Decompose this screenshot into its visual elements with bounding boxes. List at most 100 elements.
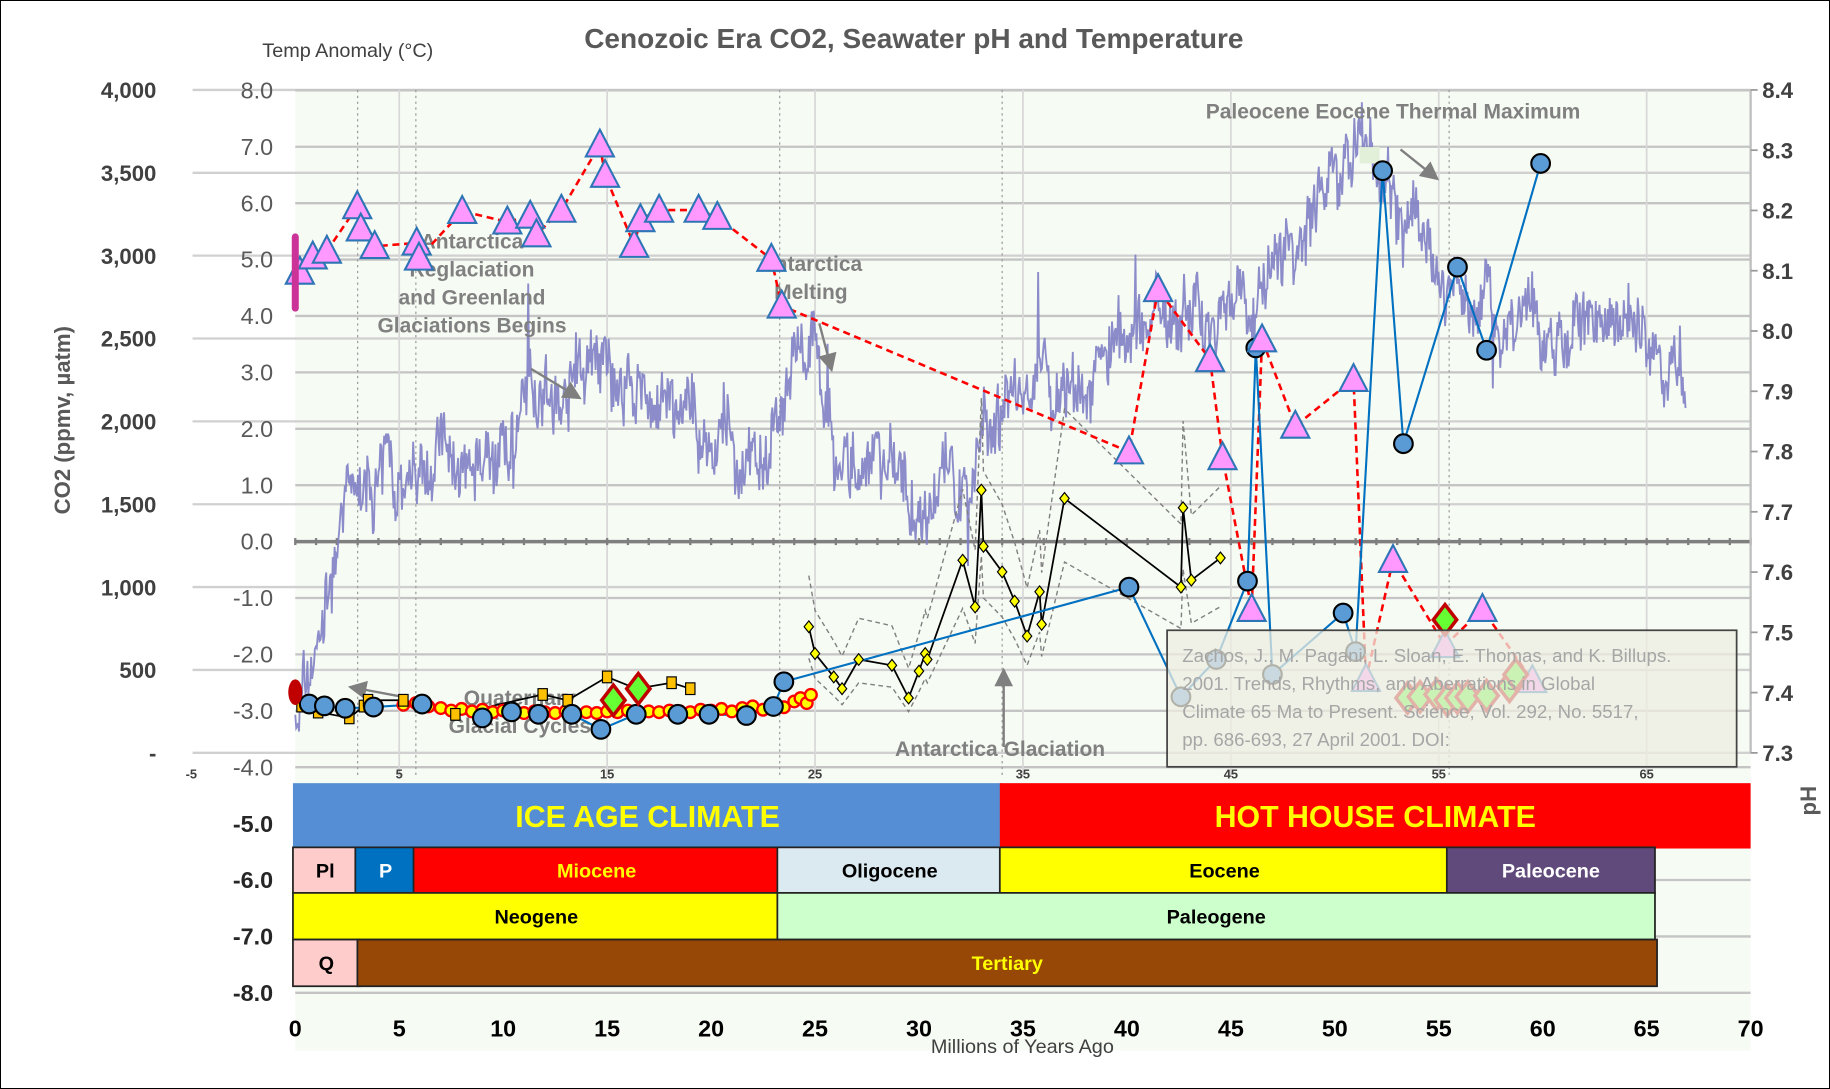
ph-circle-marker (667, 703, 689, 725)
triangle-marker (345, 211, 377, 242)
diamond-marker (1175, 580, 1187, 594)
triangle-marker (1235, 591, 1268, 623)
temp-tick-label: -2.0 (233, 642, 273, 668)
ph-circle-marker (1372, 160, 1394, 182)
ph-circle-marker (763, 696, 784, 717)
triangle-marker (491, 204, 524, 235)
ph-circle-marker (313, 695, 335, 717)
triangle-marker (1466, 591, 1499, 623)
annotation-text: Antarctica (421, 230, 524, 253)
annotations: Antarctica Reglaciation and Greenland Glaci… (347, 101, 1580, 761)
triangle-marker (1279, 408, 1312, 439)
citation-text: pp. 686-693, 27 April 2001. DOI: (1182, 729, 1450, 750)
ph-circle-marker (698, 703, 720, 725)
diamond-marker (978, 539, 989, 554)
x-axis-title: Millions of Years Ago (931, 1036, 1114, 1058)
ph-tick-label: 7.7 (1762, 500, 1793, 525)
citation-box: Zachos, J., M. Pagani, L. Sloan, E. Thom… (1166, 629, 1738, 768)
ph-tick-label: 7.8 (1762, 440, 1793, 465)
diamond-marker (886, 658, 898, 673)
citation-text: 2001. Trends, Rhythms, and Aberrations i… (1182, 673, 1595, 694)
diamond-marker (1177, 500, 1189, 515)
x-tick-label: 15 (594, 1015, 620, 1041)
ph-tick-label: 8.0 (1762, 319, 1793, 344)
co2-tick-label: 3,000 (101, 244, 156, 269)
temp-tick-label: 8.0 (241, 78, 273, 104)
ph-circle-marker (625, 703, 647, 725)
timescale-eras-label: Tertiary (972, 953, 1043, 975)
triangle-marker (1194, 342, 1226, 373)
triangle-marker (1206, 440, 1239, 471)
citation-box-background (1166, 629, 1738, 768)
x-tick-label: 45 (1218, 1015, 1244, 1041)
x-tick-label: 65 (1634, 1015, 1660, 1041)
ph-circle-marker (773, 671, 795, 693)
triangle-marker (589, 157, 621, 188)
diamond-marker (957, 553, 969, 568)
diamond-marker (975, 483, 987, 497)
co2-upper-bound-line (808, 398, 1221, 671)
timescale-periods-label: Paleogene (1167, 906, 1266, 928)
annotation-arrow (818, 323, 837, 373)
diamond-marker (1009, 594, 1021, 608)
x-secondary-tick-label: 35 (1016, 767, 1030, 782)
annotation-text: and Greenland (398, 286, 545, 309)
temp-tick-label: -7.0 (233, 924, 273, 950)
temp-tick-label: 2.0 (241, 416, 273, 442)
green-diamond-marker (599, 682, 628, 719)
diamond-marker (903, 691, 915, 705)
x-tick-label: 40 (1114, 1015, 1140, 1041)
ph-circle-marker (1332, 602, 1354, 624)
ph-circle-marker (1530, 153, 1552, 174)
annotation-text: Reglaciation (410, 258, 535, 281)
temp-tick-label: -3.0 (233, 698, 273, 724)
temp-tick-label: -1.0 (233, 585, 273, 611)
triangle-marker (545, 192, 578, 223)
triangle-marker (1142, 272, 1174, 303)
annotation-text: Quaternary (464, 687, 576, 710)
ph-circle-marker (363, 696, 384, 718)
timescale-climate-label: HOT HOUSE CLIMATE (1215, 801, 1536, 834)
ph-circle-marker (1393, 433, 1414, 455)
timescale-periods-label: Neogene (494, 906, 578, 928)
diamond-marker (836, 681, 848, 696)
green-diamond-marker (624, 670, 653, 707)
timescale-epochs-label: Miocene (557, 860, 636, 882)
triangle-marker (1337, 361, 1370, 392)
triangle-marker (584, 127, 616, 158)
timescale-climate-label: ICE AGE CLIMATE (515, 801, 780, 834)
co2-lower-bound-line (808, 555, 1221, 714)
ph-circle-marker (736, 705, 757, 726)
annotation-text: Melting (774, 281, 848, 304)
x-tick-label: 50 (1322, 1015, 1348, 1041)
square-marker (666, 676, 677, 690)
temp-tick-label: -5.0 (233, 811, 273, 837)
ph-tick-label: 8.2 (1762, 199, 1793, 224)
ph-circle-marker (1237, 570, 1258, 592)
geologic-timescale: ICE AGE CLIMATE HOT HOUSE CLIMATE Pl P Mioce… (292, 783, 1751, 988)
co2-tick-label: 1,500 (101, 492, 156, 517)
temp-tick-label: 7.0 (241, 134, 273, 160)
x-secondary-tick-label: 15 (600, 767, 614, 782)
x-secondary-tick-label: -5 (186, 767, 197, 782)
triangle-marker (311, 233, 343, 264)
triangle-marker (701, 199, 734, 230)
diamond-marker (853, 652, 865, 667)
x-secondary-tick-label: 45 (1224, 767, 1238, 782)
square-marker (601, 670, 613, 684)
x-secondary-tick-label: 25 (808, 767, 822, 782)
x-secondary-tick-label: 65 (1640, 767, 1654, 782)
diamond-marker (803, 619, 815, 634)
triangle-marker (618, 227, 650, 258)
triangle-marker (766, 288, 798, 319)
ph-tick-label: 7.6 (1762, 560, 1793, 585)
timescale-epochs-label: Pl (316, 860, 335, 882)
triangle-marker (403, 240, 435, 271)
x-secondary-tick-label: 5 (396, 767, 403, 782)
yellow-diamond-series-line (807, 490, 1221, 701)
citation-text: Zachos, J., M. Pagani, L. Sloan, E. Thom… (1182, 645, 1671, 666)
co2-tick-label: 3,500 (101, 161, 156, 186)
ph-tick-label: 7.4 (1762, 681, 1793, 706)
diamond-marker (1021, 629, 1033, 643)
